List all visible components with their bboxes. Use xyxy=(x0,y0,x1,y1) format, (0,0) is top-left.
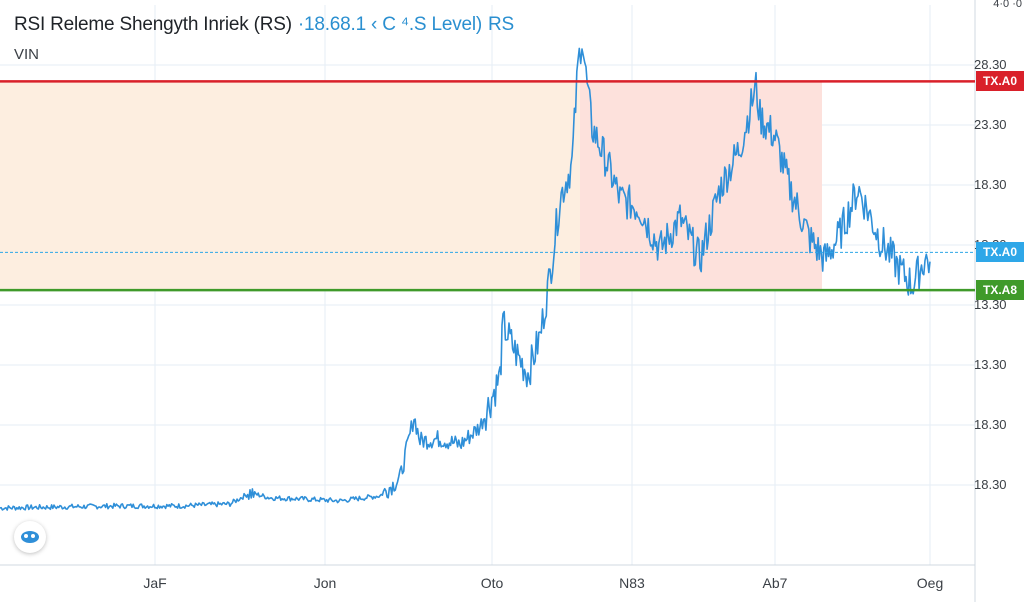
indicator-symbol: RS xyxy=(488,14,515,35)
x-tick-label: Jon xyxy=(313,575,337,591)
current-value-tag[interactable]: TX.A0 xyxy=(976,242,1024,263)
level-bands xyxy=(0,81,822,291)
x-tick-label: Oto xyxy=(480,575,504,591)
x-tick-label: Oeg xyxy=(916,575,944,591)
indicator-values: ·18.68.1 ‹ C ⁴.S Level) xyxy=(297,14,483,35)
y-tick-label: 18.30 xyxy=(974,177,1007,192)
lower-level-tag[interactable]: TX.A8 xyxy=(976,280,1024,301)
rsi-series xyxy=(0,35,931,511)
indicator-name: RSI Releme Shengyth Inriek (RS) xyxy=(14,14,292,35)
y-tick-label: 13.30 xyxy=(974,297,1007,312)
x-tick-label: N83 xyxy=(619,575,645,591)
brand-logo-icon[interactable] xyxy=(14,521,46,553)
chart-title: RSI Releme Shengyth Inriek (RS) ·18.68.1 … xyxy=(14,14,514,36)
corner-label: 4·0 ·0 xyxy=(993,0,1022,10)
x-tick-label: JaF xyxy=(143,575,167,591)
overbought-band xyxy=(0,81,586,291)
y-tick-label: 13.30 xyxy=(974,357,1007,372)
upper-level-tag[interactable]: TX.A0 xyxy=(976,71,1024,92)
y-tick-label: 18.30 xyxy=(974,477,1007,492)
chart-subtitle: VIN xyxy=(14,46,40,63)
y-tick-label: 18.30 xyxy=(974,417,1007,432)
y-tick-label: 28.30 xyxy=(974,57,1007,72)
y-tick-label: 23.30 xyxy=(974,117,1007,132)
rsi-line xyxy=(0,47,931,511)
x-tick-label: Ab7 xyxy=(762,575,788,591)
level-lines xyxy=(0,80,975,292)
highlight-band xyxy=(580,81,822,291)
